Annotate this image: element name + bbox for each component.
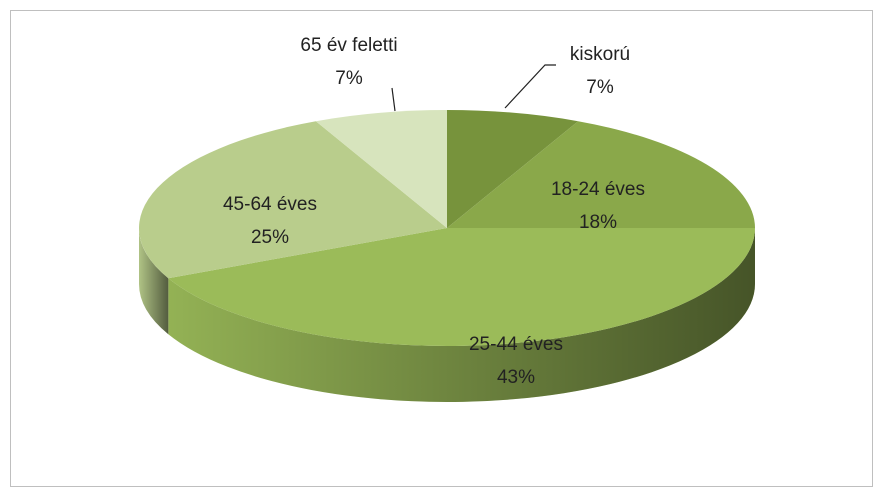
slice-value-label: 43% [497,367,535,388]
slice-value-label: 7% [586,77,614,98]
slice-value-label: 7% [335,68,363,89]
slice-label: 45-64 éves [223,194,317,215]
slice [315,110,447,228]
leader-line [504,64,556,109]
slice [168,228,756,346]
slice-label: 25-44 éves [469,334,563,355]
leader-line [391,87,396,112]
slice-value-label: 18% [579,212,617,233]
slice [447,121,755,228]
slice-value-label: 25% [251,227,289,248]
slice-label: kiskorú [570,44,630,65]
slice-label: 18-24 éves [551,179,645,200]
slice-label: 65 év feletti [300,35,397,56]
slice [138,121,447,279]
slice [447,110,579,228]
slice-side-shade [139,228,169,335]
slice-side-shade [168,228,756,402]
